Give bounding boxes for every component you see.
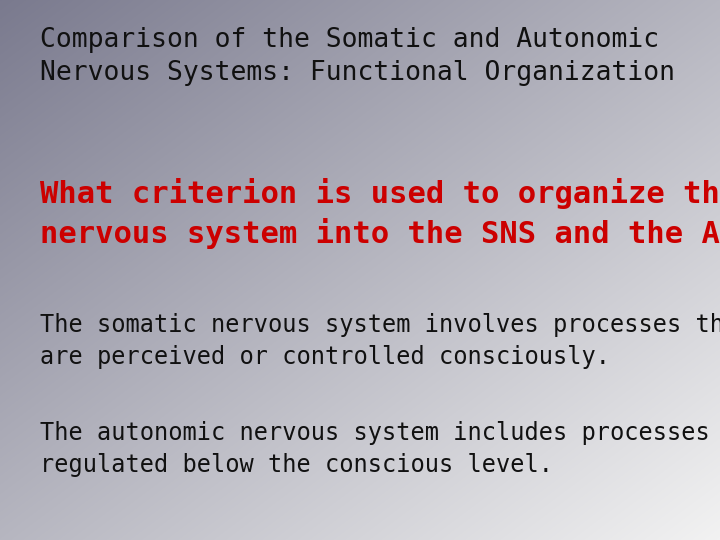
Text: The somatic nervous system involves processes that
are perceived or controlled c: The somatic nervous system involves proc… [40,313,720,369]
Text: What criterion is used to organize the
nervous system into the SNS and the ANS?: What criterion is used to organize the n… [40,178,720,249]
Text: Comparison of the Somatic and Autonomic
Nervous Systems: Functional Organization: Comparison of the Somatic and Autonomic … [40,27,675,86]
Text: The autonomic nervous system includes processes
regulated below the conscious le: The autonomic nervous system includes pr… [40,421,709,477]
